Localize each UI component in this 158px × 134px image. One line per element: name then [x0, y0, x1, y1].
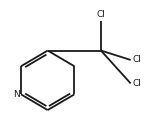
Text: Cl: Cl: [132, 55, 141, 64]
Text: Cl: Cl: [132, 79, 141, 88]
Text: N: N: [13, 90, 19, 99]
Text: Cl: Cl: [97, 10, 105, 19]
